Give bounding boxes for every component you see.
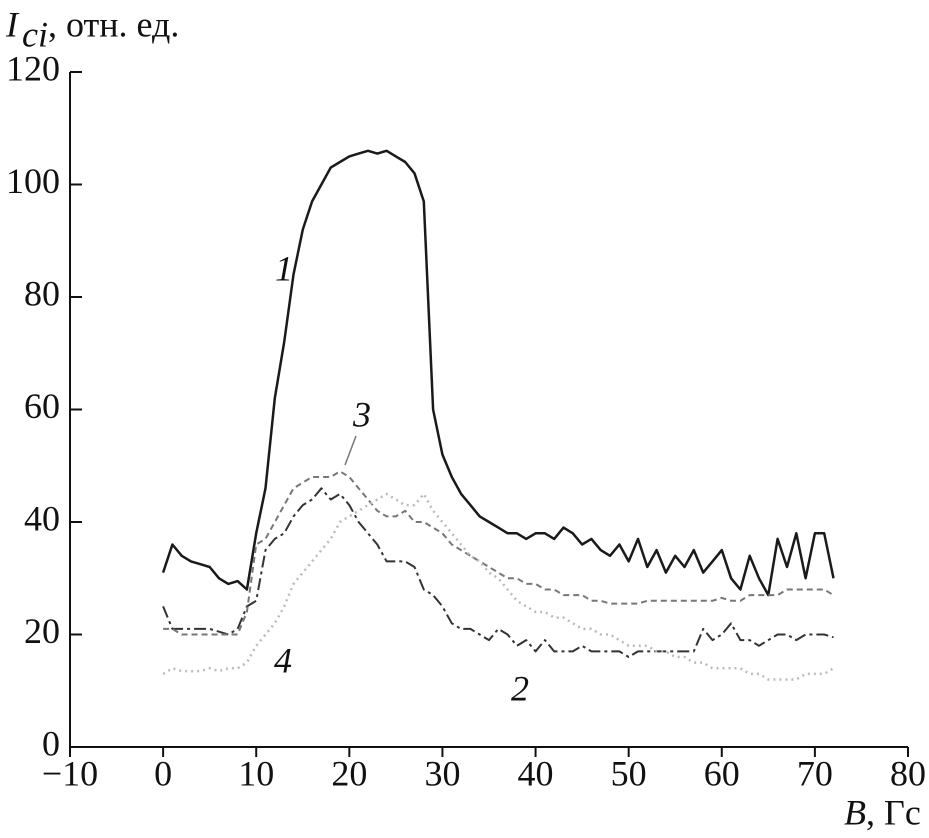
x-tick-label: 40 [518,753,554,793]
x-tick-label: 20 [331,753,367,793]
y-tick-label: 120 [6,48,60,88]
y-axis-subscript: ci [22,14,48,54]
series-line [163,470,835,636]
series-line [161,149,835,597]
y-tick-label: 0 [42,723,60,763]
leader-line [344,435,357,466]
x-tick-label: 80 [890,753,926,793]
series-line [162,487,834,658]
y-tick-label: 20 [24,611,60,651]
x-axis-symbol: B [844,792,866,832]
y-axis-unit: , отн. ед. [48,4,179,44]
series-label: 2 [511,668,529,708]
x-tick-label: 70 [797,753,833,793]
y-axis-symbol: I [5,4,20,44]
series-label: 4 [274,640,292,680]
series-label: 3 [352,394,371,434]
x-tick-label: 30 [424,753,460,793]
y-tick-label: 60 [24,386,60,426]
series-label: 1 [275,248,293,288]
y-tick-label: 40 [24,498,60,538]
x-tick-label: 50 [611,753,647,793]
x-tick-label: 0 [154,753,172,793]
series-line [162,492,835,681]
y-tick-label: 100 [6,161,60,201]
x-tick-label: −10 [42,753,98,793]
x-tick-label: 10 [238,753,274,793]
y-tick-label: 80 [24,273,60,313]
x-axis-unit: , Гс [866,792,921,832]
x-tick-label: 60 [704,753,740,793]
